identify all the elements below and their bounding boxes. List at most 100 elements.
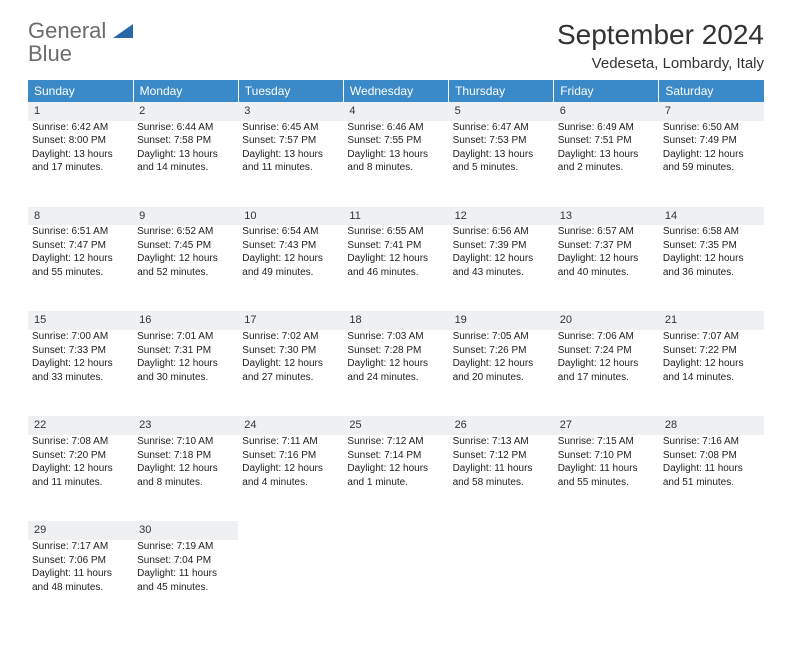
weekday-header: Tuesday	[238, 80, 343, 102]
day-day1: Daylight: 13 hours	[137, 148, 234, 162]
day-sunset: Sunset: 7:31 PM	[137, 344, 234, 358]
day-number: 12	[449, 207, 554, 226]
day-sunrise: Sunrise: 6:47 AM	[453, 121, 550, 135]
day-sunset: Sunset: 7:18 PM	[137, 449, 234, 463]
day-cell: Sunrise: 7:15 AMSunset: 7:10 PMDaylight:…	[554, 435, 659, 521]
day-cell: Sunrise: 6:47 AMSunset: 7:53 PMDaylight:…	[449, 121, 554, 207]
day-number: 29	[28, 521, 133, 540]
day-number-row: 1234567	[28, 102, 764, 121]
day-content-row: Sunrise: 7:08 AMSunset: 7:20 PMDaylight:…	[28, 435, 764, 521]
day-day2: and 17 minutes.	[32, 161, 129, 175]
day-sunrise: Sunrise: 7:02 AM	[242, 330, 339, 344]
header: General Blue September 2024 Vedeseta, Lo…	[28, 20, 764, 72]
day-day2: and 4 minutes.	[242, 476, 339, 490]
day-cell: Sunrise: 6:52 AMSunset: 7:45 PMDaylight:…	[133, 225, 238, 311]
day-number: 26	[449, 416, 554, 435]
day-number-row: 891011121314	[28, 207, 764, 226]
day-day2: and 2 minutes.	[558, 161, 655, 175]
day-number: 27	[554, 416, 659, 435]
weekday-header: Sunday	[28, 80, 133, 102]
day-cell: Sunrise: 7:02 AMSunset: 7:30 PMDaylight:…	[238, 330, 343, 416]
logo-text-block: General Blue	[28, 20, 133, 66]
day-cell: Sunrise: 6:51 AMSunset: 7:47 PMDaylight:…	[28, 225, 133, 311]
day-sunset: Sunset: 7:39 PM	[453, 239, 550, 253]
day-sunset: Sunset: 7:51 PM	[558, 134, 655, 148]
day-day1: Daylight: 13 hours	[32, 148, 129, 162]
day-sunset: Sunset: 7:47 PM	[32, 239, 129, 253]
weekday-header: Saturday	[659, 80, 764, 102]
day-sunset: Sunset: 7:30 PM	[242, 344, 339, 358]
triangle-icon	[113, 25, 133, 42]
day-cell: Sunrise: 7:10 AMSunset: 7:18 PMDaylight:…	[133, 435, 238, 521]
day-sunrise: Sunrise: 7:01 AM	[137, 330, 234, 344]
day-number	[659, 521, 764, 540]
day-cell: Sunrise: 6:50 AMSunset: 7:49 PMDaylight:…	[659, 121, 764, 207]
day-sunrise: Sunrise: 6:42 AM	[32, 121, 129, 135]
day-sunset: Sunset: 7:08 PM	[663, 449, 760, 463]
day-cell: Sunrise: 7:01 AMSunset: 7:31 PMDaylight:…	[133, 330, 238, 416]
day-number: 15	[28, 311, 133, 330]
day-cell: Sunrise: 7:19 AMSunset: 7:04 PMDaylight:…	[133, 540, 238, 626]
day-cell: Sunrise: 6:49 AMSunset: 7:51 PMDaylight:…	[554, 121, 659, 207]
day-number-row: 22232425262728	[28, 416, 764, 435]
day-cell: Sunrise: 6:42 AMSunset: 8:00 PMDaylight:…	[28, 121, 133, 207]
day-day2: and 14 minutes.	[137, 161, 234, 175]
day-day2: and 5 minutes.	[453, 161, 550, 175]
day-cell: Sunrise: 6:55 AMSunset: 7:41 PMDaylight:…	[343, 225, 448, 311]
day-sunrise: Sunrise: 7:10 AM	[137, 435, 234, 449]
day-number: 18	[343, 311, 448, 330]
day-cell: Sunrise: 7:16 AMSunset: 7:08 PMDaylight:…	[659, 435, 764, 521]
day-day2: and 20 minutes.	[453, 371, 550, 385]
day-day2: and 30 minutes.	[137, 371, 234, 385]
day-day1: Daylight: 12 hours	[663, 148, 760, 162]
weekday-header-row: Sunday Monday Tuesday Wednesday Thursday…	[28, 80, 764, 102]
day-sunrise: Sunrise: 6:56 AM	[453, 225, 550, 239]
day-day2: and 27 minutes.	[242, 371, 339, 385]
day-day1: Daylight: 11 hours	[453, 462, 550, 476]
day-sunset: Sunset: 7:37 PM	[558, 239, 655, 253]
day-sunset: Sunset: 7:10 PM	[558, 449, 655, 463]
month-title: September 2024	[557, 20, 764, 51]
day-day1: Daylight: 12 hours	[242, 357, 339, 371]
day-day1: Daylight: 12 hours	[347, 252, 444, 266]
day-day1: Daylight: 12 hours	[663, 252, 760, 266]
day-number: 2	[133, 102, 238, 121]
day-sunset: Sunset: 7:04 PM	[137, 554, 234, 568]
day-number	[449, 521, 554, 540]
day-day2: and 48 minutes.	[32, 581, 129, 595]
day-cell: Sunrise: 7:13 AMSunset: 7:12 PMDaylight:…	[449, 435, 554, 521]
day-day1: Daylight: 12 hours	[242, 462, 339, 476]
day-day1: Daylight: 12 hours	[137, 252, 234, 266]
day-number: 4	[343, 102, 448, 121]
day-sunrise: Sunrise: 6:51 AM	[32, 225, 129, 239]
day-content-row: Sunrise: 7:17 AMSunset: 7:06 PMDaylight:…	[28, 540, 764, 626]
day-content-row: Sunrise: 6:42 AMSunset: 8:00 PMDaylight:…	[28, 121, 764, 207]
day-cell: Sunrise: 7:11 AMSunset: 7:16 PMDaylight:…	[238, 435, 343, 521]
day-day2: and 8 minutes.	[347, 161, 444, 175]
day-number: 21	[659, 311, 764, 330]
day-number: 25	[343, 416, 448, 435]
day-day2: and 59 minutes.	[663, 161, 760, 175]
day-number: 3	[238, 102, 343, 121]
day-day1: Daylight: 12 hours	[137, 357, 234, 371]
day-day1: Daylight: 12 hours	[558, 357, 655, 371]
day-number: 14	[659, 207, 764, 226]
logo-word2: Blue	[28, 41, 72, 66]
day-day1: Daylight: 12 hours	[137, 462, 234, 476]
day-sunset: Sunset: 7:55 PM	[347, 134, 444, 148]
day-number: 22	[28, 416, 133, 435]
day-sunset: Sunset: 7:43 PM	[242, 239, 339, 253]
day-day2: and 11 minutes.	[242, 161, 339, 175]
day-sunrise: Sunrise: 6:46 AM	[347, 121, 444, 135]
day-cell: Sunrise: 7:12 AMSunset: 7:14 PMDaylight:…	[343, 435, 448, 521]
day-day2: and 1 minute.	[347, 476, 444, 490]
day-sunrise: Sunrise: 7:07 AM	[663, 330, 760, 344]
day-number	[554, 521, 659, 540]
day-sunset: Sunset: 7:33 PM	[32, 344, 129, 358]
weekday-header: Friday	[554, 80, 659, 102]
day-cell: Sunrise: 7:03 AMSunset: 7:28 PMDaylight:…	[343, 330, 448, 416]
day-cell	[238, 540, 343, 626]
day-sunset: Sunset: 7:14 PM	[347, 449, 444, 463]
weekday-header: Wednesday	[343, 80, 448, 102]
day-cell	[659, 540, 764, 626]
